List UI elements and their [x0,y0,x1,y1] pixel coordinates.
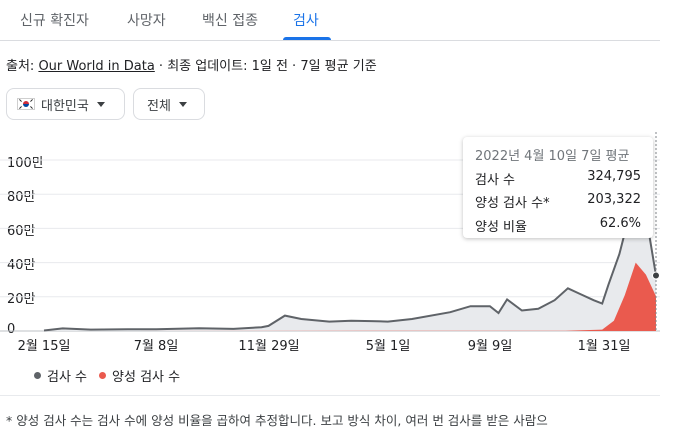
x-tick-label: 5월 1일 [365,339,411,354]
source-suffix: · 최종 업데이트: 1일 전 · 7일 평균 기준 [154,59,377,74]
legend-dot [34,372,41,379]
legend-dot [99,372,107,379]
tests-area [44,168,656,331]
tab-deaths[interactable]: 사망자 [127,13,166,29]
korea-flag-icon [17,98,35,110]
tooltip-value: 203,322 [587,192,641,207]
source-line: 출처: Our World in Data · 최종 업데이트: 1일 전 · … [6,55,377,74]
divider [0,395,660,396]
legend-label: 검사 수 [47,370,88,385]
tab-testing[interactable]: 검사 [293,13,319,29]
tooltip-label: 양성 비율 [475,220,527,235]
source-prefix: 출처: [6,59,39,74]
y-tick-label: 20만 [7,292,36,307]
x-tick-label: 11월 29일 [238,339,300,354]
hover-point [652,271,660,280]
tooltip-value: 324,795 [587,169,641,184]
caret-down-icon [178,101,187,107]
country-label: 대한민국 [41,98,89,114]
active-tab-indicator [283,37,331,40]
tooltip-label: 검사 수 [475,173,516,188]
y-tick-label: 0 [7,322,16,337]
range-label: 전체 [147,98,171,114]
x-tick-label: 7월 8일 [133,339,179,354]
tab-bar: 신규 확진자 사망자 백신 접종 검사 [0,0,660,41]
y-tick-label: 40만 [7,258,36,273]
source-link[interactable]: Our World in Data [38,59,155,74]
x-tick-label: 9월 9일 [467,339,513,354]
x-tick-label: 1월 31일 [577,339,631,354]
tab-vaccinations[interactable]: 백신 접종 [202,13,258,29]
y-tick-label: 60만 [7,224,36,239]
tooltip-value: 62.6% [599,216,641,231]
country-dropdown[interactable]: 대한민국 [6,88,125,120]
legend-item-positive: 양성 검사 수 [99,366,180,385]
tests-line [43,168,657,332]
tooltip-title: 2022년 4월 10일 7일 평균 [475,149,630,164]
legend-label: 양성 검사 수 [112,370,181,385]
tooltip-label: 양성 검사 수* [475,196,550,211]
x-tick-label: 2월 15일 [17,339,71,354]
chart-tooltip: 2022년 4월 10일 7일 평균 검사 수 324,795 양성 검사 수*… [463,137,653,238]
chart-legend: 검사 수 양성 검사 수 [34,366,192,385]
footnote: * 양성 검사 수는 검사 수에 양성 비율을 곱하여 추정합니다. 보고 방식… [6,413,548,428]
caret-down-icon [96,101,105,107]
tab-new-cases[interactable]: 신규 확진자 [20,13,89,29]
range-dropdown[interactable]: 전체 [133,88,205,120]
legend-item-tests: 검사 수 [34,366,87,385]
tooltip-row-tests: 검사 수 324,795 [475,169,641,188]
tooltip-row-positive-rate: 양성 비율 62.6% [475,216,641,235]
tooltip-row-positive: 양성 검사 수* 203,322 [475,192,641,211]
